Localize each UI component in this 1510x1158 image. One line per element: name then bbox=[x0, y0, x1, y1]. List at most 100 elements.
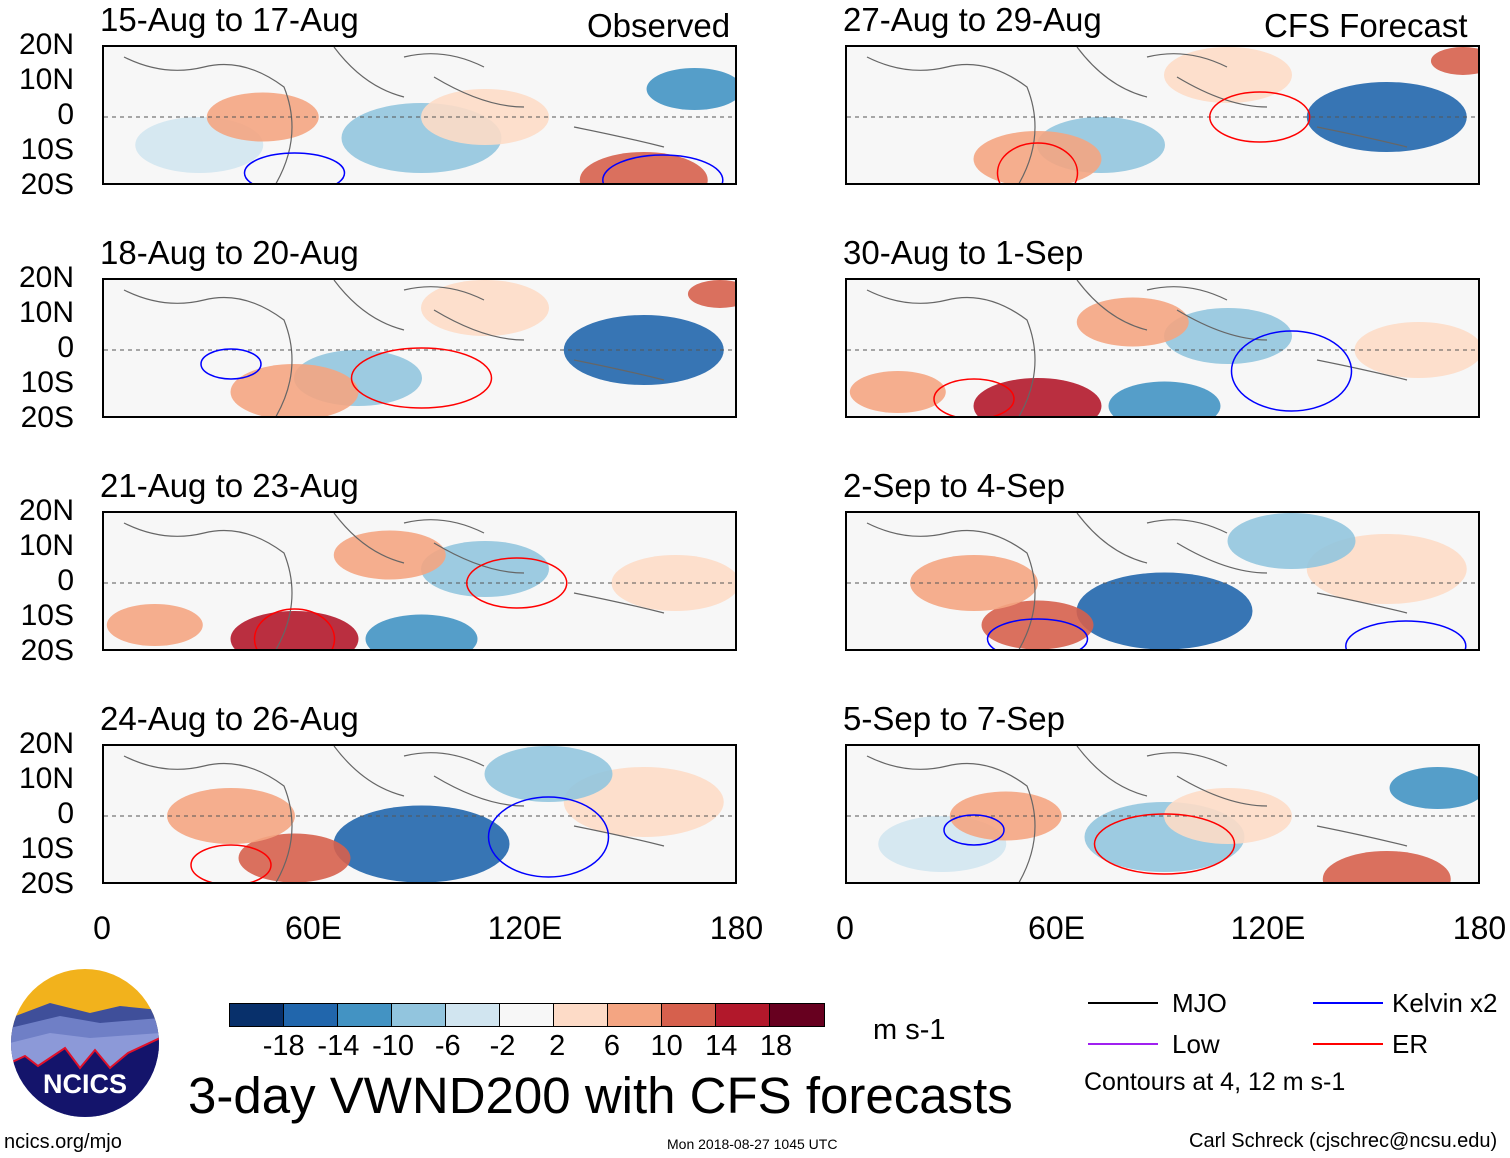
legend-er-line bbox=[1313, 1043, 1383, 1045]
anomaly-area bbox=[973, 378, 1102, 416]
map-panel bbox=[102, 45, 737, 185]
y-tick-label: 10N bbox=[18, 762, 74, 795]
colorbar-swatch bbox=[608, 1004, 662, 1026]
footer-author: Carl Schreck (cjschrec@ncsu.edu) bbox=[1189, 1130, 1498, 1152]
anomaly-area bbox=[167, 788, 295, 844]
contour bbox=[243, 152, 346, 183]
anomaly-area bbox=[421, 89, 549, 145]
cfs-forecast-label: CFS Forecast bbox=[1264, 7, 1468, 44]
anomaly-area bbox=[484, 746, 613, 802]
colorbar bbox=[229, 1003, 825, 1027]
anomaly-area bbox=[1227, 513, 1356, 569]
anomaly-area bbox=[1389, 767, 1478, 809]
colorbar-label: 2 bbox=[549, 1030, 566, 1062]
colorbar-label: -14 bbox=[317, 1030, 360, 1062]
map-panel bbox=[845, 278, 1480, 418]
x-tick-label: 120E bbox=[1230, 910, 1306, 946]
contour bbox=[350, 347, 493, 409]
contour bbox=[466, 557, 568, 609]
anomaly-area bbox=[646, 68, 735, 110]
colorbar-swatch bbox=[338, 1004, 392, 1026]
panel-title: 24-Aug to 26-Aug bbox=[100, 700, 359, 737]
svg-text:NCICS: NCICS bbox=[43, 1069, 127, 1099]
colorbar-swatch bbox=[554, 1004, 608, 1026]
y-tick-label: 20S bbox=[20, 401, 74, 434]
contour bbox=[1230, 330, 1353, 412]
colorbar-label: -2 bbox=[489, 1030, 516, 1062]
colorbar-label: -10 bbox=[372, 1030, 415, 1062]
y-tick-label: 0 bbox=[57, 797, 74, 830]
panel-title: 18-Aug to 20-Aug bbox=[100, 234, 359, 271]
colorbar-label: -6 bbox=[434, 1030, 461, 1062]
anomaly-area bbox=[333, 805, 510, 882]
coastline bbox=[123, 280, 665, 416]
y-tick-label: 20S bbox=[20, 867, 74, 900]
colorbar-label: 10 bbox=[650, 1030, 683, 1062]
y-tick-label: 20S bbox=[20, 634, 74, 667]
y-tick-label: 10S bbox=[20, 599, 74, 632]
anomaly-area bbox=[973, 131, 1102, 183]
colorbar-label: 6 bbox=[603, 1030, 620, 1062]
footer-timestamp: Mon 2018-08-27 1045 UTC bbox=[667, 1136, 838, 1152]
legend-mjo-line bbox=[1088, 1002, 1158, 1004]
colorbar-swatch bbox=[500, 1004, 554, 1026]
figure-title: 3-day VWND200 with CFS forecasts bbox=[188, 1067, 1013, 1124]
anomaly-area bbox=[981, 600, 1094, 649]
coastline bbox=[866, 513, 1408, 649]
map-panel bbox=[845, 744, 1480, 884]
contour bbox=[1093, 813, 1236, 875]
colorbar-swatch bbox=[770, 1004, 824, 1026]
anomaly-area bbox=[949, 791, 1062, 841]
y-tick-label: 10N bbox=[18, 296, 74, 329]
anomaly-area bbox=[1164, 308, 1292, 364]
x-tick-label: 0 bbox=[836, 910, 854, 946]
observed-label: Observed bbox=[587, 7, 731, 44]
x-tick-label: 120E bbox=[487, 910, 563, 946]
anomaly-area bbox=[1076, 572, 1253, 649]
contour bbox=[1345, 620, 1467, 649]
anomaly-area bbox=[421, 280, 549, 336]
coastline bbox=[123, 47, 665, 183]
colorbar-swatch bbox=[230, 1004, 284, 1026]
y-tick-label: 20N bbox=[18, 28, 74, 61]
colorbar-label: 18 bbox=[759, 1030, 793, 1062]
panel-title: 27-Aug to 29-Aug bbox=[843, 1, 1102, 38]
y-tick-label: 10S bbox=[20, 832, 74, 865]
anomaly-area bbox=[106, 604, 203, 646]
colorbar-swatch bbox=[446, 1004, 500, 1026]
contour bbox=[253, 608, 336, 649]
ncics-logo: NCICS bbox=[11, 969, 159, 1117]
coastline bbox=[866, 746, 1408, 882]
x-tick-label: 60E bbox=[1028, 910, 1085, 946]
y-tick-label: 10S bbox=[20, 133, 74, 166]
x-tick-label: 180 bbox=[709, 910, 764, 946]
colorbar-label: -18 bbox=[262, 1030, 305, 1062]
colorbar-swatch bbox=[662, 1004, 716, 1026]
panel-title: 2-Sep to 4-Sep bbox=[843, 467, 1065, 504]
contour bbox=[602, 154, 724, 183]
y-tick-label: 0 bbox=[57, 331, 74, 364]
anomaly-area bbox=[206, 92, 319, 142]
panel-title: 5-Sep to 7-Sep bbox=[843, 700, 1065, 737]
y-tick-label: 10N bbox=[18, 529, 74, 562]
colorbar-swatch bbox=[716, 1004, 770, 1026]
y-tick-label: 0 bbox=[57, 98, 74, 131]
coastline bbox=[123, 746, 665, 882]
anomaly-area bbox=[238, 833, 351, 882]
anomaly-area bbox=[1322, 851, 1451, 882]
map-panel bbox=[102, 278, 737, 418]
anomaly-area bbox=[1076, 297, 1189, 347]
footer-url[interactable]: ncics.org/mjo bbox=[4, 1131, 122, 1153]
anomaly-area bbox=[230, 611, 359, 649]
contour bbox=[996, 142, 1079, 183]
anomaly-area bbox=[910, 555, 1038, 611]
contour bbox=[200, 348, 262, 380]
anomaly-area bbox=[687, 280, 735, 308]
y-tick-label: 20N bbox=[18, 727, 74, 760]
anomaly-area bbox=[421, 541, 549, 597]
contour bbox=[190, 844, 272, 882]
anomaly-area bbox=[579, 152, 708, 183]
x-tick-label: 0 bbox=[93, 910, 111, 946]
legend-mjo: MJO bbox=[1172, 988, 1227, 1018]
contour bbox=[986, 618, 1089, 649]
